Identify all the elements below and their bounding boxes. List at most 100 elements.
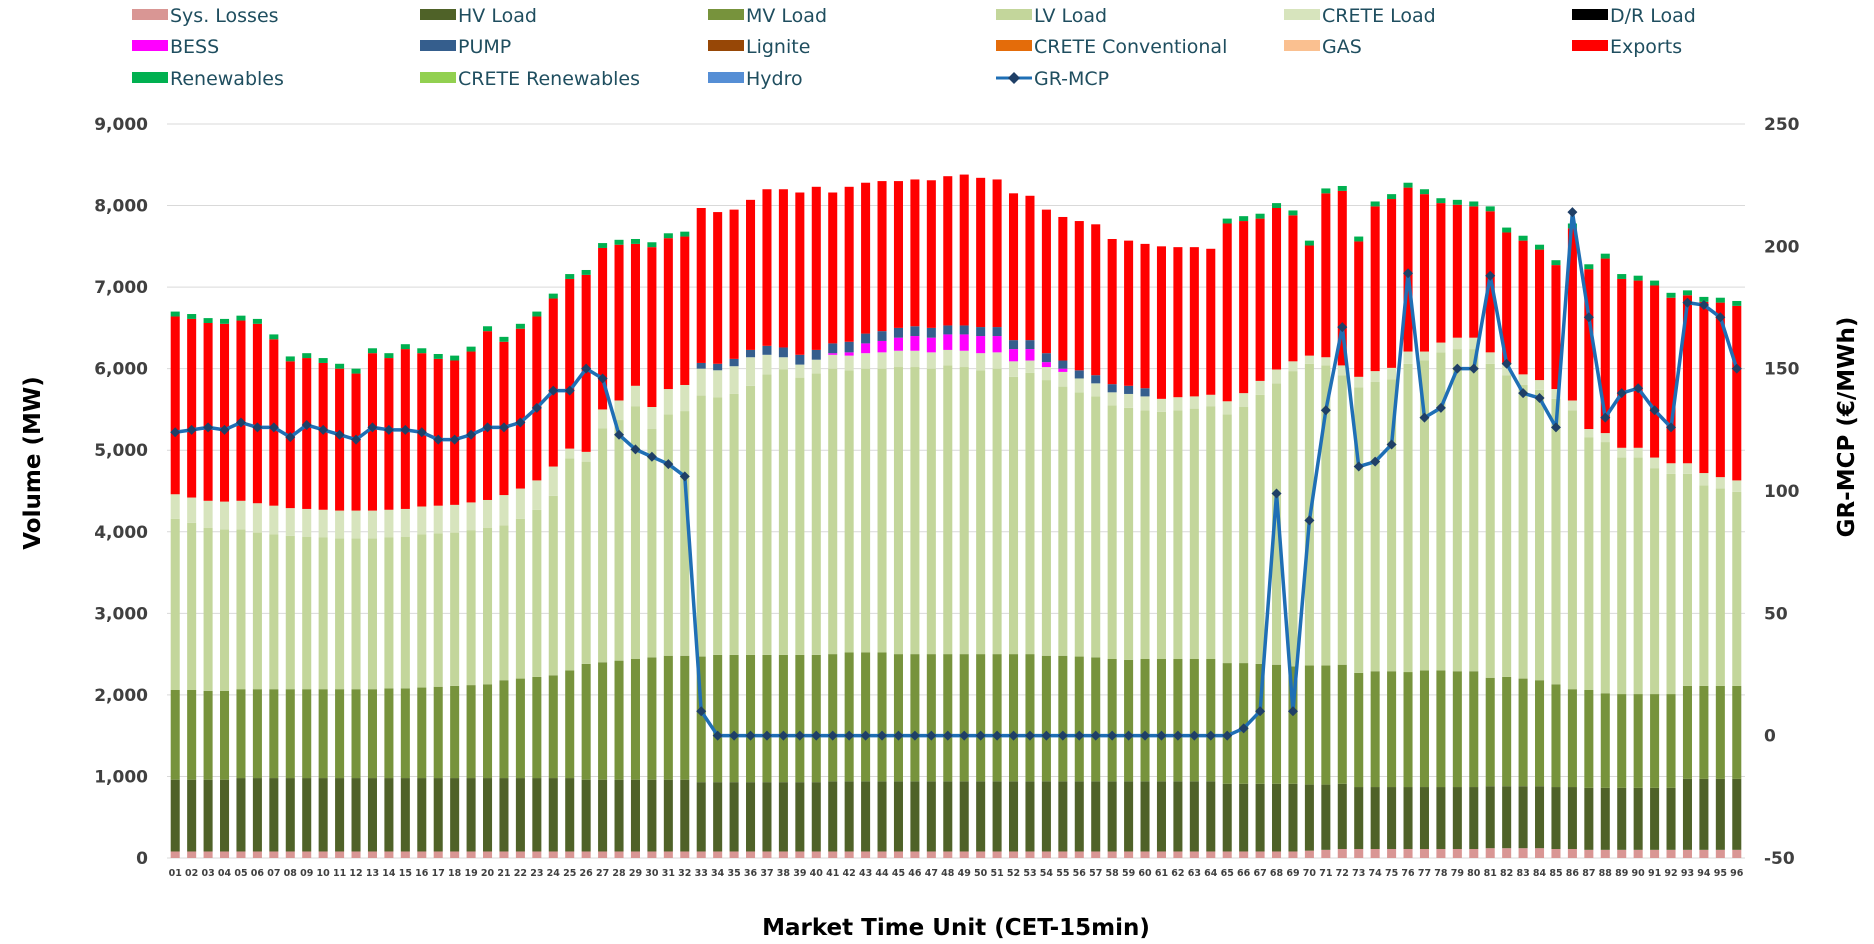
bar-segment-sys-losses [861,851,871,858]
line-marker [1403,268,1414,279]
bar-segment-bess [844,352,854,356]
bar-segment-pump [1009,340,1019,350]
bar-segment-crete-load [663,389,673,415]
bar-segment-crete-load [926,352,936,369]
line-marker [1337,322,1348,333]
bar-segment-lv-load [1074,392,1084,657]
legend-label: CRETE Conventional [1034,36,1227,58]
bar-segment-pump [746,349,756,358]
bar-segment-renewables [663,233,673,239]
bar-segment-pump [696,362,706,369]
line-marker [1205,730,1216,741]
line-marker [729,730,740,741]
bar-segment-lv-load [647,429,657,658]
bar-segment-renewables [1288,210,1298,216]
y2-tick-label: 100 [1764,482,1800,502]
bar-segment-exports [1535,249,1545,381]
bar-segment-mv-load [1025,654,1035,782]
bar-segment-exports [203,322,213,501]
line-marker [1057,730,1068,741]
bar-segment-mv-load [1650,694,1660,788]
line-marker [1156,730,1167,741]
bar-segment-exports [1387,199,1397,368]
x-tick-label: 95 [1714,868,1727,879]
line-marker [400,424,411,435]
bar-segment-sys-losses [614,851,624,858]
legend: Sys. Losses HV Load MV Load LV Load CRETE Lo… [132,5,1696,90]
bar-segment-lv-load [548,495,558,676]
y2-tick-label: 200 [1764,237,1800,257]
bar-segment-hv-load [1650,787,1660,850]
bar-segment-lv-load [1255,394,1265,664]
x-tick-label: 45 [892,868,905,879]
bar-segment-exports [1173,247,1183,398]
bar-segment-pump [992,327,1002,337]
bar-segment-mv-load [1337,664,1347,784]
bar-segment-mv-load [630,659,640,780]
x-tick-label: 78 [1434,868,1448,879]
bar-segment-exports [1272,208,1282,370]
bar-segment-exports [170,316,180,495]
bar-segment-hv-load [1584,787,1594,850]
bar-segment-exports [1682,295,1692,464]
x-tick-label: 21 [497,868,510,879]
bar-segment-mv-load [778,654,788,783]
bar-segment-exports [466,351,476,503]
legend-swatch [996,40,1032,51]
legend-label: D/R Load [1610,5,1696,27]
bar-segment-mv-load [351,689,361,779]
bar-segment-mv-load [1058,655,1068,782]
bar-segment-bess [1025,349,1035,361]
line-marker [1287,706,1298,717]
bar-segment-exports [811,186,821,350]
bar-segment-bess [1041,362,1051,368]
legend-swatch [708,40,744,51]
bar-segment-crete-load [450,504,460,533]
bar-segment-bess [943,334,953,350]
bar-segment-crete-load [581,451,591,462]
bar-segment-hv-load [1107,781,1117,852]
bar-segment-crete-load [1485,352,1495,364]
line-marker [926,730,937,741]
bar-segment-crete-load [811,359,821,374]
bar-segment-mv-load [1041,655,1051,782]
bar-segment-sys-losses [926,851,936,858]
bar-segment-mv-load [1419,670,1429,788]
bar-segment-hv-load [1255,783,1265,852]
line-marker [1140,730,1151,741]
bar-segment-exports [926,180,936,328]
x-tick-label: 75 [1385,868,1398,879]
bar-segment-lv-load [1699,485,1709,686]
bar-segment-crete-load [532,480,542,510]
x-tick-label: 33 [695,868,708,879]
y2-tick-label: -50 [1764,849,1795,869]
line-marker [186,424,197,435]
bar-segment-crete-load [943,349,953,366]
bar-segment-lv-load [1124,407,1134,660]
bar-segment-hv-load [630,779,640,852]
bar-segment-renewables [1419,189,1429,195]
bar-segment-hv-load [1140,781,1150,852]
bar-segment-renewables [515,323,525,329]
x-tick-label: 24 [547,868,561,879]
line-marker [614,429,625,440]
bar-segment-renewables [1354,236,1364,242]
bar-segment-bess [976,336,986,354]
line-marker [1189,730,1200,741]
bar-segment-sys-losses [581,851,591,858]
bar-segment-bess [828,353,838,355]
bar-segment-crete-load [1584,429,1594,438]
x-tick-label: 58 [1106,868,1120,879]
legend-item: GAS [1284,36,1362,58]
line-marker [1666,422,1677,433]
bar-segment-renewables [1518,235,1528,241]
bar-segment-mv-load [1091,657,1101,782]
x-tick-label: 57 [1089,868,1102,879]
bar-segment-sys-losses [1107,851,1117,858]
bar-segment-lv-load [433,533,443,687]
line-marker [1172,730,1183,741]
bar-segment-renewables [1650,280,1660,286]
bar-segment-hv-load [1682,778,1692,850]
bar-segment-crete-load [1732,480,1742,492]
bar-segment-exports [844,186,854,342]
